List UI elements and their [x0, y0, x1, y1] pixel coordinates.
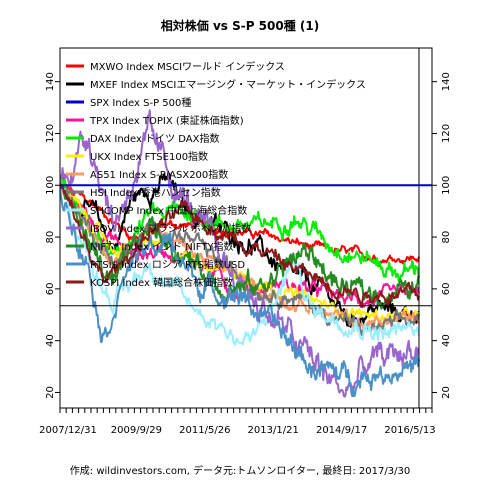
x-tick-label: 2016/5/13	[384, 425, 435, 436]
y-tick-label-right: 140	[441, 72, 452, 91]
x-tick-label: 2011/5/26	[179, 425, 230, 436]
y-tick-label-right: 60	[441, 282, 452, 295]
series-line-11	[60, 185, 420, 398]
legend-label: KOSPI Index 韓国総合株価指数	[90, 276, 233, 289]
chart-title: 相対株価 vs S-P 500種 (1)	[161, 18, 319, 33]
series-line-0	[60, 181, 420, 268]
y-tick-label-left: 20	[45, 386, 56, 399]
series-line-9	[60, 109, 420, 398]
legend-label: HSI Index 香港ハンセン指数	[90, 186, 221, 199]
y-tick-label-right: 40	[441, 334, 452, 347]
legend-label: RTSI$ Index ロシア RTS指数USD	[90, 258, 245, 271]
x-tick-label: 2013/1/21	[248, 425, 299, 436]
legend-label: NIFTY Index インド NIFTY指数	[90, 240, 234, 253]
y-tick-label-right: 80	[441, 231, 452, 244]
legend-label: UKX Index FTSE100指数	[90, 150, 208, 163]
series-line-12	[60, 183, 420, 308]
y-tick-label-left: 120	[45, 124, 56, 143]
x-tick-label: 2007/12/31	[39, 425, 97, 436]
y-tick-label-left: 60	[45, 282, 56, 295]
legend-label: DAX Index ドイツ DAX指数	[90, 132, 220, 145]
y-tick-label-right: 100	[441, 176, 452, 195]
y-tick-label-left: 100	[45, 176, 56, 195]
x-tick-label: 2009/9/29	[111, 425, 162, 436]
legend-label: SPX Index S-P 500種	[90, 96, 191, 109]
legend-label: MXWO Index MSCIワールド インデックス	[90, 60, 285, 73]
legend-label: SHCOMP Index 中国上海総合指数	[90, 204, 247, 217]
legend-label: AS51 Index S-P/ASX200指数	[90, 168, 228, 181]
legend-label: IBOV Index ブラジル ボベスパ指数	[90, 222, 251, 235]
y-tick-label-left: 80	[45, 231, 56, 244]
x-tick-label: 2014/9/17	[316, 425, 367, 436]
legend-label: MXEF Index MSCIエマージング・マーケット・インデックス	[90, 78, 366, 91]
y-tick-label-right: 20	[441, 386, 452, 399]
y-tick-label-right: 120	[441, 124, 452, 143]
y-tick-label-left: 140	[45, 72, 56, 91]
series-line-5	[60, 184, 420, 324]
y-tick-label-left: 40	[45, 334, 56, 347]
chart-caption: 作成: wildinvestors.com, データ元:トムソンロイター, 最終…	[70, 464, 410, 477]
legend-label: TPX Index TOPIX (東証株価指数)	[89, 114, 244, 127]
